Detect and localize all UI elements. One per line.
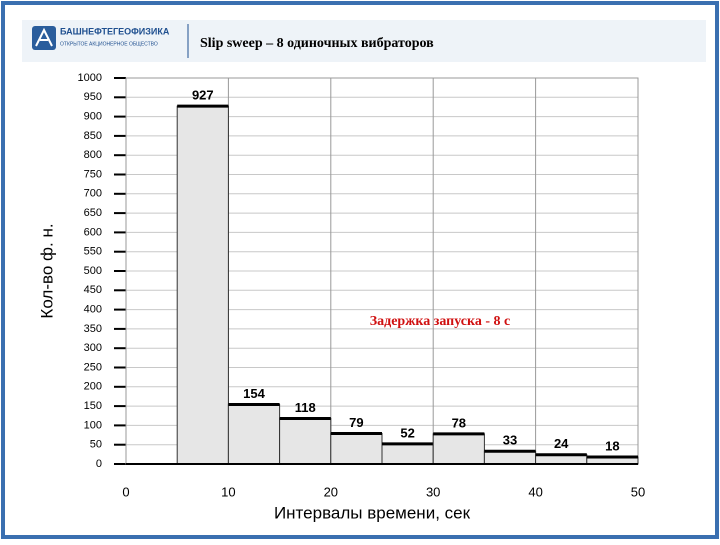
x-tick-label: 50 <box>631 484 645 499</box>
value-label: 52 <box>400 425 414 440</box>
y-tick-label: 650 <box>84 207 102 219</box>
y-tick-label: 850 <box>84 130 102 142</box>
y-tick-label: 50 <box>90 439 102 451</box>
value-label: 18 <box>605 438 619 453</box>
y-tick-label: 400 <box>84 304 102 316</box>
logo-mark <box>35 27 53 47</box>
x-tick-label: 30 <box>426 484 440 499</box>
value-label: 118 <box>295 400 316 415</box>
value-label: 78 <box>452 415 466 430</box>
y-tick-label: 500 <box>84 265 102 277</box>
bar <box>381 443 434 465</box>
y-tick-label: 750 <box>84 168 102 180</box>
x-tick-label: 20 <box>324 484 338 499</box>
y-tick-label: 200 <box>84 381 102 393</box>
value-label: 154 <box>243 386 265 401</box>
bar <box>227 404 281 465</box>
x-tick-label: 10 <box>221 484 235 499</box>
y-tick-label: 550 <box>84 246 102 258</box>
y-tick-label: 800 <box>84 149 102 161</box>
x-tick-label: 0 <box>122 484 129 499</box>
y-tick-label: 150 <box>84 400 102 412</box>
y-tick-label: 0 <box>96 458 102 470</box>
y-tick-label: 950 <box>84 91 102 103</box>
y-tick-label: 350 <box>84 323 102 335</box>
logo-name: БАШНЕФТЕГЕОФИЗИКА <box>60 26 170 36</box>
y-tick-label: 600 <box>84 226 102 238</box>
logo-subtitle: ОТКРЫТОЕ АКЦИОНЕРНОЕ ОБЩЕСТВО <box>60 41 158 47</box>
bar <box>176 105 229 465</box>
x-axis-label: Интервалы времени, сек <box>274 503 471 522</box>
y-tick-label: 450 <box>84 284 102 296</box>
value-label: 24 <box>554 436 569 451</box>
bar <box>279 417 332 465</box>
bar <box>330 433 383 465</box>
chart-title: Slip sweep – 8 одиночных вибраторов <box>200 36 434 51</box>
value-label: 79 <box>349 415 363 430</box>
y-tick-label: 700 <box>84 188 102 200</box>
y-tick-label: 300 <box>84 342 102 354</box>
y-tick-label: 250 <box>84 361 102 373</box>
y-axis-label: Кол-во ф. н. <box>37 223 56 318</box>
bar <box>483 450 537 465</box>
value-label: 33 <box>503 433 517 448</box>
x-tick-label: 40 <box>528 484 542 499</box>
bar <box>432 433 485 465</box>
value-label: 927 <box>192 88 214 103</box>
annotation: Задержка запуска - 8 с <box>370 314 511 329</box>
y-tick-label: 900 <box>84 111 102 123</box>
header-band <box>22 20 706 62</box>
y-tick-label: 1000 <box>78 72 102 84</box>
y-tick-label: 100 <box>84 419 102 431</box>
